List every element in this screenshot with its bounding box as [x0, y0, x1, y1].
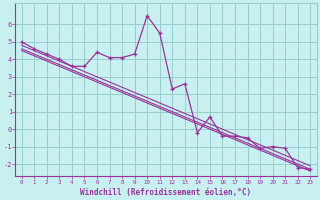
X-axis label: Windchill (Refroidissement éolien,°C): Windchill (Refroidissement éolien,°C): [80, 188, 252, 197]
